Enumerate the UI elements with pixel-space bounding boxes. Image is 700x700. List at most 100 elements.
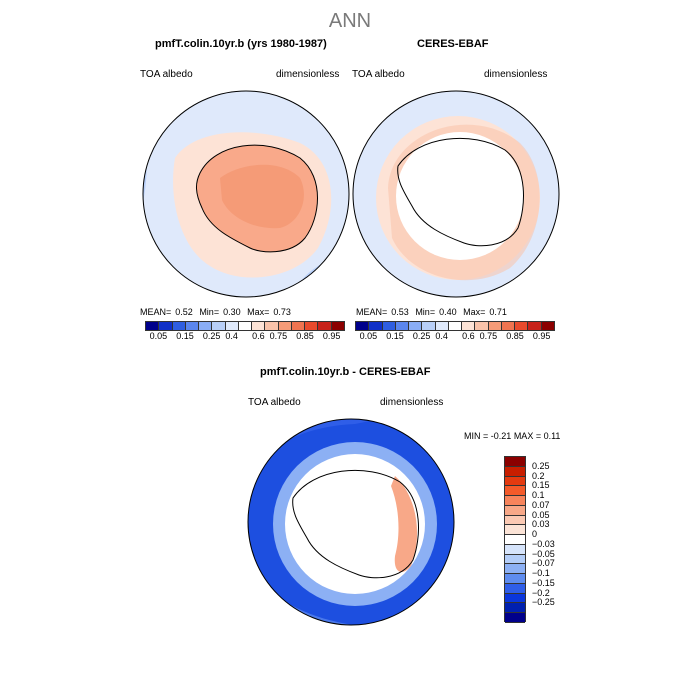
colorbar-swatch (505, 603, 525, 613)
panel1-map (142, 90, 350, 298)
colorbar-tick-label: −0.05 (532, 548, 555, 559)
colorbar-swatch (369, 322, 383, 330)
colorbar-tick-label: 0.75 (479, 331, 498, 341)
panel2-title: CERES-EBAF (417, 38, 489, 50)
colorbar-tick-label: 0.4 (225, 331, 238, 341)
colorbar-swatch (238, 322, 253, 330)
colorbar-tick-label: −0.2 (532, 587, 550, 598)
panel2-colorbar: 0.05 0.15 0.25 0.4 0.6 0.75 0.85 0.95 (355, 321, 555, 343)
colorbar-swatch (505, 535, 525, 545)
panel1-units-label: dimensionless (276, 69, 340, 80)
colorbar-swatch (212, 322, 226, 330)
colorbar-tick-label: 0.4 (435, 331, 448, 341)
colorbar-tick-label: 0.25 (412, 331, 431, 341)
colorbar-tick-label: −0.03 (532, 538, 555, 549)
colorbar-tick-label: −0.07 (532, 558, 555, 569)
colorbar-tick-label: 0.05 (359, 331, 378, 341)
panel1-colorbar-ticks: 0.05 0.15 0.25 0.4 0.6 0.75 0.85 0.95 (145, 331, 345, 343)
panel1-max-label: Max= (247, 307, 270, 317)
figure-title: ANN (328, 10, 372, 32)
colorbar-swatch (475, 322, 489, 330)
panel1-plateau-core (220, 164, 304, 229)
colorbar-swatch (422, 322, 436, 330)
colorbar-swatch (505, 496, 525, 506)
panel1-min-label: Min= (199, 307, 220, 317)
panel2-variable-label: TOA albedo (352, 69, 405, 80)
colorbar-swatch (331, 322, 344, 330)
colorbar-tick-label: 0.2 (532, 470, 545, 481)
panel1-mean-value: 0.52 (175, 307, 193, 317)
colorbar-swatch (505, 505, 525, 516)
colorbar-tick-label: 0 (532, 529, 538, 540)
colorbar-swatch (505, 613, 525, 623)
panel1-colorbar-swatches (145, 321, 345, 331)
panel3-variable-label: TOA albedo (248, 397, 301, 408)
colorbar-swatch (528, 322, 542, 330)
colorbar-swatch (318, 322, 332, 330)
panel3-min-value: -0.21 (490, 431, 512, 441)
colorbar-tick-label: 0.15 (176, 331, 194, 341)
panel2-max-label: Max= (463, 307, 486, 317)
panel2-min-label: Min= (415, 307, 436, 317)
colorbar-swatch (146, 322, 160, 330)
panel1-title: pmfT.colin.10yr.b (yrs 1980-1987) (155, 38, 327, 50)
colorbar-swatch (356, 322, 370, 330)
colorbar-tick-label: 0.85 (506, 331, 524, 341)
colorbar-swatch (185, 322, 200, 330)
colorbar-swatch (505, 466, 525, 477)
colorbar-tick-label: 0.6 (462, 331, 475, 341)
colorbar-swatch (505, 457, 525, 467)
colorbar-tick-label: 0.1 (532, 490, 545, 501)
colorbar-swatch (505, 486, 525, 496)
colorbar-swatch (252, 322, 266, 330)
colorbar-swatch (225, 322, 239, 330)
colorbar-swatch (382, 322, 396, 330)
colorbar-tick-label: 0.07 (532, 499, 550, 510)
colorbar-tick-label: 0.25 (532, 460, 550, 471)
colorbar-tick-label: 0.03 (532, 519, 550, 530)
panel2-stats: MEAN= 0.53 Min= 0.40 Max= 0.71 (356, 307, 511, 317)
colorbar-swatch (305, 322, 319, 330)
panel1-stats: MEAN= 0.52 Min= 0.30 Max= 0.73 (140, 307, 295, 317)
panel2-mean-value: 0.53 (391, 307, 409, 317)
colorbar-tick-label: 0.85 (296, 331, 314, 341)
panel3-positive-anomaly (391, 476, 418, 572)
panel1-map-border (142, 90, 350, 298)
colorbar-swatch (505, 564, 525, 574)
colorbar-swatch (505, 515, 525, 526)
colorbar-swatch (448, 322, 463, 330)
colorbar-swatch (505, 574, 525, 584)
panel2-max-value: 0.71 (489, 307, 507, 317)
panel2-colorbar-ticks: 0.05 0.15 0.25 0.4 0.6 0.75 0.85 0.95 (355, 331, 555, 343)
colorbar-swatch (462, 322, 476, 330)
panel2-min-value: 0.40 (439, 307, 457, 317)
colorbar-swatch (199, 322, 213, 330)
panel3-max-label: MAX = (513, 431, 542, 441)
panel3-units-label: dimensionless (380, 397, 444, 408)
panel3-colorbar (504, 456, 526, 623)
panel3-min-label: MIN = (464, 431, 489, 441)
panel3-map-border (247, 418, 455, 626)
panel1-variable-label: TOA albedo (140, 69, 193, 80)
colorbar-tick-label: 0.75 (269, 331, 288, 341)
colorbar-swatch (501, 322, 516, 330)
colorbar-swatch (541, 322, 554, 330)
colorbar-swatch (159, 322, 173, 330)
colorbar-swatch (395, 322, 410, 330)
panel3-colorbar-ticks: 0.25 0.2 0.15 0.1 0.07 0.05 0.03 0 −0.03 −0.05 −0.… (532, 456, 592, 622)
colorbar-swatch (291, 322, 306, 330)
panel2-antarctica-outline (397, 137, 525, 247)
colorbar-swatch (505, 593, 525, 604)
panel3-map (247, 418, 455, 626)
colorbar-swatch (505, 554, 525, 565)
panel3-antarctica-outline (292, 469, 420, 579)
panel3-stats: MIN = -0.21 MAX = 0.11 (464, 431, 560, 441)
colorbar-swatch (265, 322, 279, 330)
panel3-title: pmfT.colin.10yr.b - CERES-EBAF (260, 366, 431, 378)
colorbar-swatch (409, 322, 423, 330)
colorbar-tick-label: −0.25 (532, 597, 555, 608)
panel2-map (352, 90, 560, 298)
colorbar-swatch (488, 322, 502, 330)
colorbar-swatch (505, 525, 525, 535)
panel1-mean-label: MEAN= (140, 307, 172, 317)
